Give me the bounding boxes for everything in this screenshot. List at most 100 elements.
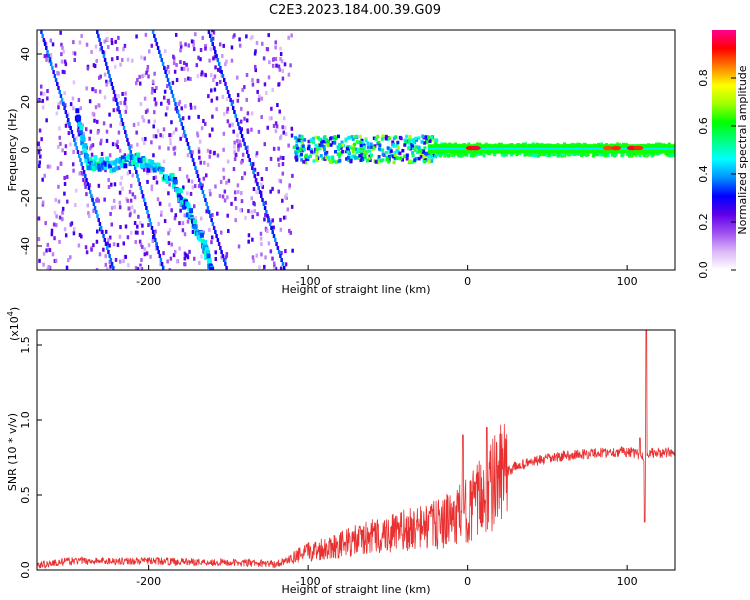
noise-cell — [143, 140, 146, 145]
band-cell — [407, 146, 411, 151]
band-cell — [381, 152, 385, 156]
band-cell — [310, 150, 314, 154]
noise-cell — [276, 103, 279, 108]
noise-cell — [162, 251, 165, 256]
noise-cell — [129, 230, 133, 235]
band-cell — [304, 153, 308, 158]
y-tick-label: 40 — [19, 47, 32, 61]
noise-cell — [38, 146, 41, 151]
band-cell — [531, 142, 535, 146]
noise-cell — [49, 38, 53, 43]
noise-cell — [113, 64, 117, 69]
noise-cell — [283, 125, 287, 130]
streak-cell — [77, 154, 81, 158]
noise-cell — [38, 160, 42, 165]
band-cell — [425, 151, 429, 156]
band-cell — [515, 152, 519, 157]
noise-cell — [222, 131, 226, 136]
curve-cell — [164, 174, 169, 180]
band-cell — [423, 159, 427, 164]
noise-cell — [141, 137, 144, 142]
noise-cell — [209, 192, 212, 197]
noise-cell — [72, 40, 75, 45]
band-cell — [312, 159, 316, 163]
streak-cell — [174, 102, 177, 106]
noise-cell — [250, 196, 254, 201]
band-cell — [391, 140, 395, 144]
streak-cell — [133, 166, 137, 170]
band-cell — [320, 139, 324, 144]
curve-cell — [83, 143, 88, 149]
streak-cell — [208, 34, 212, 38]
band-cell — [408, 159, 412, 164]
noise-cell — [230, 58, 234, 63]
band-cell — [312, 140, 316, 145]
band-cell — [360, 152, 364, 157]
noise-cell — [281, 198, 284, 203]
streak-cell — [202, 194, 206, 198]
noise-cell — [46, 96, 49, 101]
band-cell — [385, 157, 389, 162]
noise-cell — [72, 50, 75, 55]
noise-cell — [110, 40, 114, 45]
streak-cell — [209, 214, 212, 218]
noise-cell — [275, 63, 278, 68]
noise-cell — [206, 162, 210, 167]
noise-cell — [55, 214, 58, 219]
noise-cell — [268, 60, 271, 65]
noise-cell — [74, 188, 78, 193]
noise-cell — [45, 248, 48, 253]
noise-cell — [181, 228, 185, 233]
noise-cell — [226, 106, 230, 111]
noise-cell — [72, 106, 75, 111]
band-cell — [315, 158, 319, 162]
noise-cell — [205, 173, 208, 178]
noise-cell — [44, 221, 47, 226]
noise-cell — [168, 202, 171, 207]
noise-cell — [153, 119, 156, 124]
carrier-peak — [633, 145, 644, 151]
noise-cell — [267, 33, 270, 38]
noise-cell — [41, 177, 44, 182]
noise-cell — [181, 221, 185, 226]
noise-cell — [218, 79, 222, 84]
noise-cell — [236, 183, 240, 188]
band-cell — [336, 145, 340, 149]
band-cell — [388, 136, 392, 140]
noise-cell — [257, 98, 261, 103]
y-tick-label: -40 — [19, 237, 32, 255]
noise-cell — [62, 49, 65, 54]
band-cell — [348, 145, 352, 149]
band-cell — [362, 145, 366, 149]
band-cell — [419, 155, 423, 159]
noise-cell — [246, 128, 249, 133]
band-cell — [369, 153, 373, 157]
noise-cell — [99, 47, 102, 52]
streak-cell — [160, 262, 164, 266]
noise-cell — [271, 87, 274, 92]
streak-cell — [87, 186, 91, 190]
noise-cell — [134, 240, 137, 245]
curve-cell — [82, 148, 87, 154]
noise-cell — [46, 164, 50, 169]
band-cell — [433, 141, 437, 146]
noise-cell — [172, 146, 176, 151]
band-cell — [405, 157, 409, 161]
noise-cell — [109, 264, 112, 269]
noise-cell — [241, 87, 244, 92]
noise-cell — [282, 130, 286, 135]
streak-cell — [56, 82, 59, 86]
noise-cell — [138, 220, 142, 225]
streak-cell — [142, 198, 146, 202]
curve-cell — [80, 140, 85, 146]
band-cell — [344, 138, 348, 143]
band-cell — [327, 155, 331, 160]
noise-cell — [265, 167, 268, 172]
x-tick-label: -100 — [296, 275, 321, 288]
band-cell — [362, 148, 366, 153]
band-cell — [364, 138, 368, 143]
noise-cell — [251, 162, 255, 167]
noise-cell — [183, 256, 187, 261]
curve-cell — [139, 163, 144, 169]
streak-cell — [173, 98, 176, 102]
